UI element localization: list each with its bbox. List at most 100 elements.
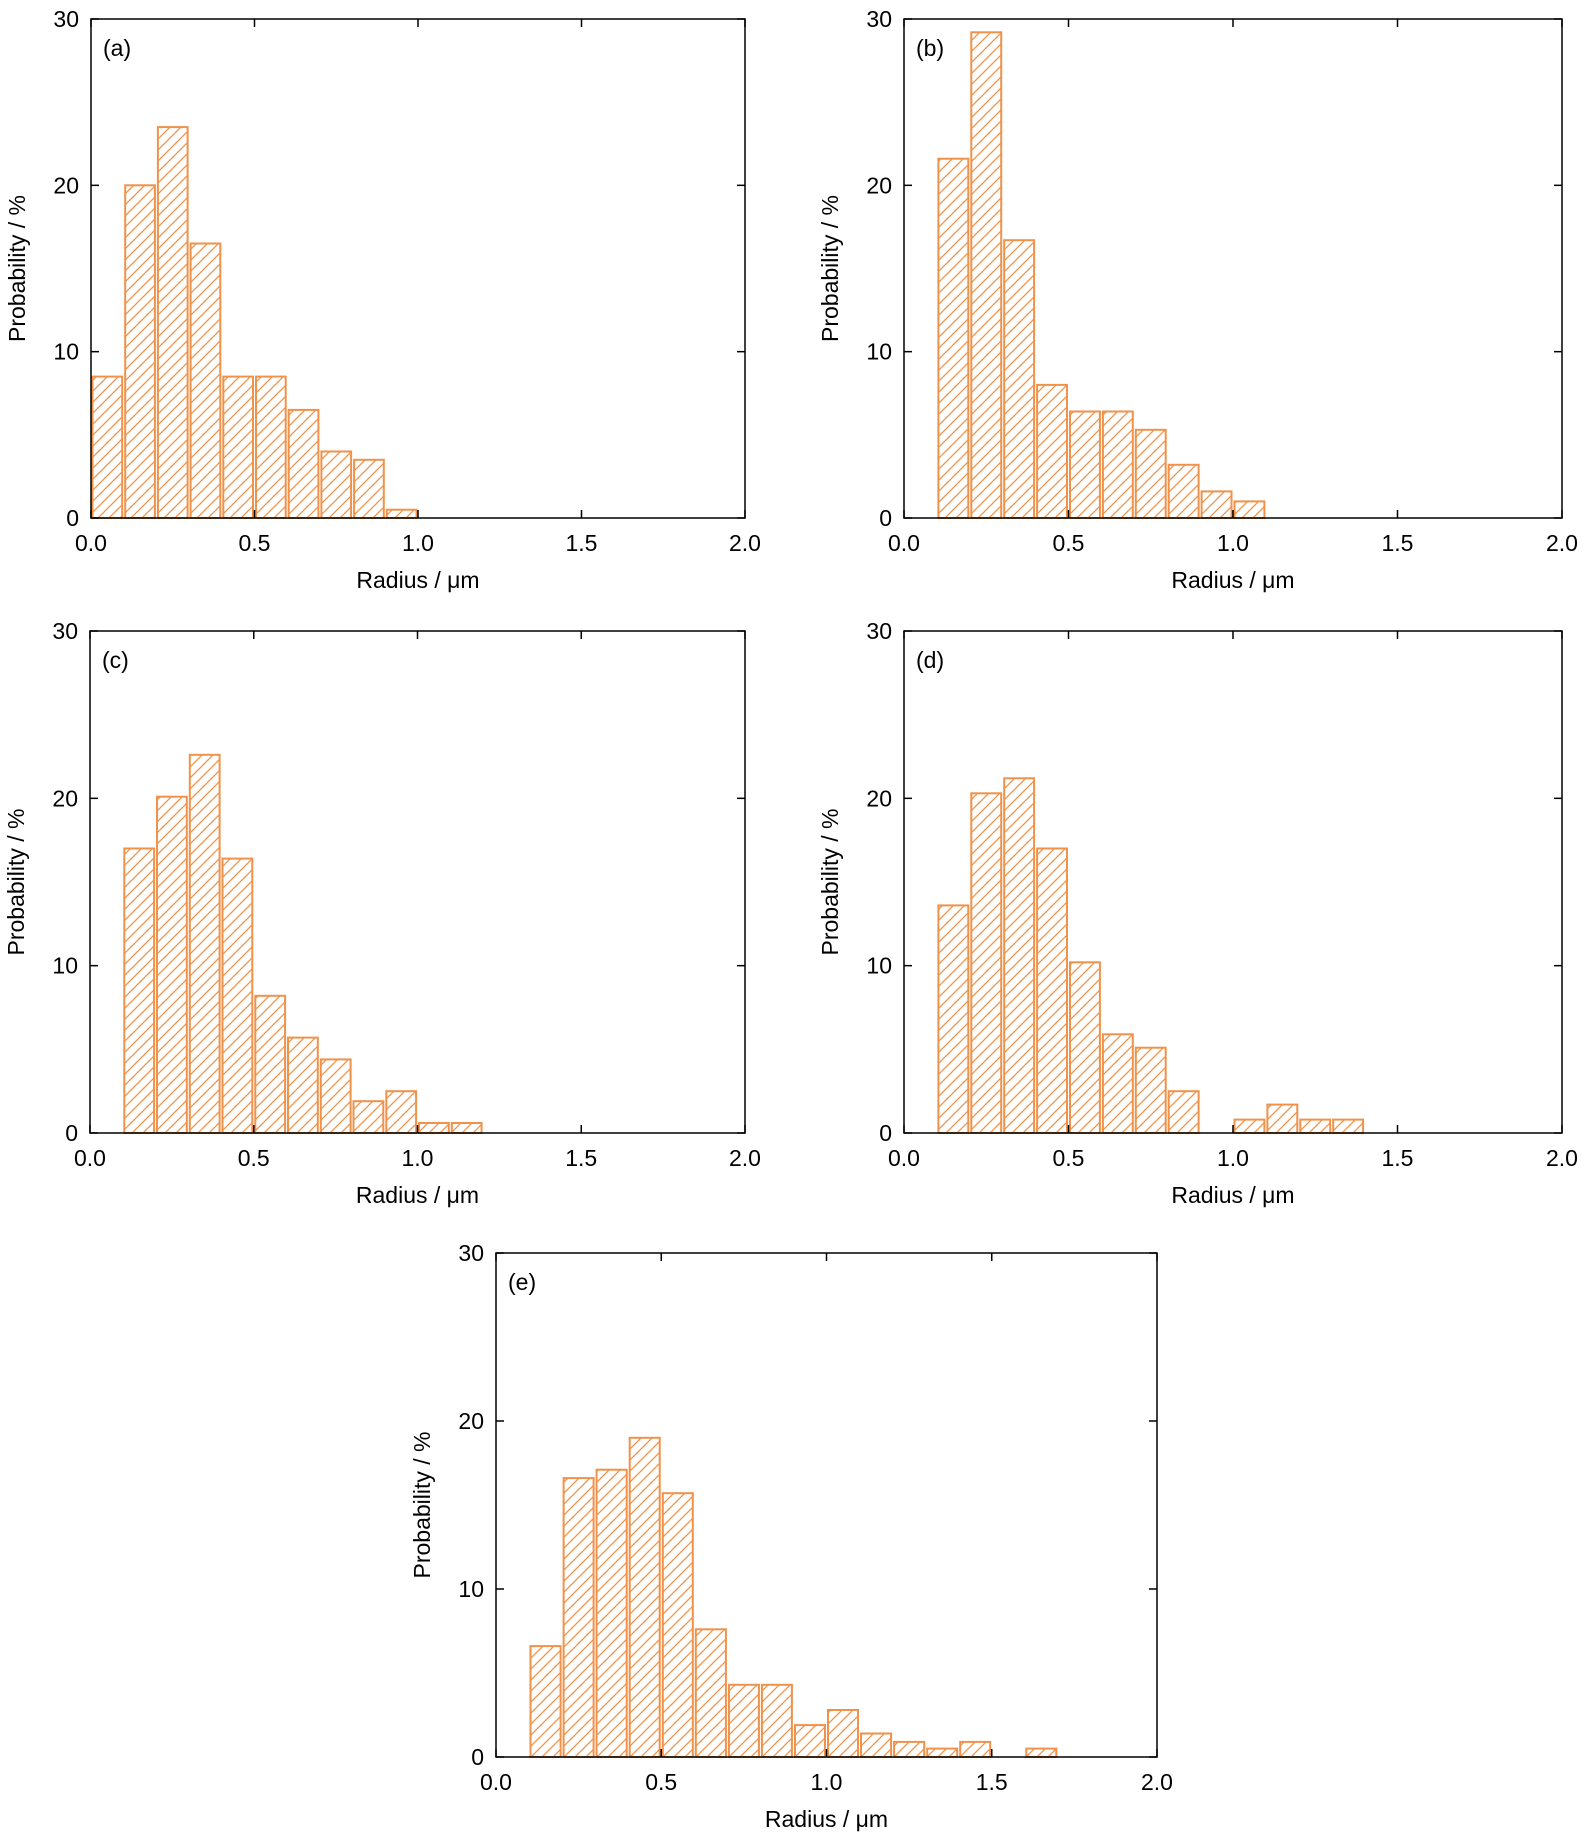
x-tick-label: 0.0 (888, 530, 920, 556)
chart-panel-c: 0.0 0.5 1.0 1.5 2.0 0 10 20 30 Radius / μm Probabi… (3, 618, 761, 1208)
x-tick-label: 1.5 (565, 1145, 597, 1171)
x-tick-label: 1.5 (1382, 530, 1414, 556)
x-tick-label: 0.5 (1053, 1145, 1085, 1171)
histogram-bar (562, 1477, 595, 1758)
x-tick-label: 1.0 (811, 1769, 843, 1795)
histogram-bar (124, 184, 156, 520)
panel-label: (d) (916, 647, 944, 673)
chart-panel-a: 0.0 0.5 1.0 1.5 2.0 0 10 20 30 Radius / μm Probabi… (4, 6, 761, 593)
panel-label: (c) (102, 647, 129, 673)
x-tick-label: 0.0 (74, 1145, 106, 1171)
histogram-bar (1101, 410, 1134, 519)
y-tick-label: 20 (866, 172, 892, 198)
panel-label: (a) (103, 35, 131, 61)
histogram-bar (1167, 463, 1200, 519)
histogram-bar (221, 857, 254, 1134)
x-tick-label: 2.0 (1546, 530, 1578, 556)
histogram-bar (385, 1090, 418, 1134)
histogram-bar (970, 792, 1003, 1134)
plot-frame (903, 630, 1563, 1134)
histogram-bar (287, 408, 320, 519)
histogram-bar (255, 375, 287, 519)
x-tick-label: 1.5 (566, 530, 598, 556)
x-tick-label: 0.0 (75, 530, 107, 556)
histogram-bar (1299, 1118, 1332, 1134)
x-tick-label: 2.0 (1546, 1145, 1578, 1171)
y-axis-label: Probability / % (817, 195, 843, 342)
histogram-bar (794, 1724, 826, 1758)
chart-panel-d: 0.0 0.5 1.0 1.5 2.0 0 10 20 30 Radius / μm Probabi… (817, 618, 1578, 1208)
x-tick-label: 2.0 (1141, 1769, 1173, 1795)
x-axis-label: Radius / μm (1171, 567, 1294, 593)
y-tick-label: 0 (66, 505, 79, 531)
histogram-bar (628, 1436, 661, 1759)
y-tick-label: 10 (866, 953, 892, 979)
y-tick-label: 0 (879, 505, 892, 531)
plot-frame (90, 18, 746, 519)
histogram-bar (352, 1100, 385, 1134)
plot-frame (903, 18, 1563, 519)
histogram-bar (760, 1683, 793, 1759)
y-tick-label: 30 (52, 618, 78, 644)
x-tick-label: 1.0 (1217, 530, 1249, 556)
histogram-bar (1332, 1118, 1365, 1134)
histogram-bar (926, 1747, 959, 1758)
y-axis-label: Probability / % (3, 808, 29, 955)
histogram-bar (418, 1122, 450, 1134)
histogram-bar (1134, 428, 1167, 519)
x-tick-label: 1.0 (1217, 1145, 1249, 1171)
histogram-bar (694, 1628, 727, 1759)
x-tick-label: 2.0 (729, 1145, 761, 1171)
y-tick-label: 10 (458, 1576, 484, 1602)
histogram-bar (970, 31, 1003, 520)
plot-frame (495, 1252, 1158, 1758)
histogram-bar (1003, 239, 1036, 519)
histogram-bar (595, 1468, 628, 1758)
histogram-bar (1167, 1090, 1200, 1134)
y-axis-label: Probability / % (4, 195, 30, 342)
y-tick-label: 20 (866, 785, 892, 811)
chart-panel-e: 0.0 0.5 1.0 1.5 2.0 0 10 20 30 Radius / μm Probabi… (409, 1240, 1173, 1832)
histogram-bar (827, 1709, 859, 1758)
plot-frame (89, 630, 746, 1134)
histogram-bar (1003, 777, 1036, 1134)
histogram-bar (937, 904, 970, 1135)
x-axis-label: Radius / μm (356, 1182, 479, 1208)
x-axis-label: Radius / μm (1171, 1182, 1294, 1208)
x-tick-label: 1.0 (402, 1145, 434, 1171)
y-axis-label: Probability / % (817, 808, 843, 955)
y-tick-label: 30 (866, 6, 892, 32)
chart-panel-b: 0.0 0.5 1.0 1.5 2.0 0 10 20 30 Radius / μm Probabi… (817, 6, 1578, 593)
histogram-bar (1134, 1046, 1167, 1134)
histogram-bar (222, 375, 255, 519)
histogram-bar (1069, 961, 1101, 1134)
x-tick-label: 0.5 (239, 530, 271, 556)
histogram-bar (727, 1683, 760, 1759)
histogram-bar (319, 1058, 352, 1135)
histogram-bar (529, 1645, 562, 1758)
y-tick-label: 0 (879, 1120, 892, 1146)
histogram-bar (320, 450, 353, 519)
panel-label: (e) (508, 1269, 536, 1295)
histogram-bar (1069, 410, 1101, 519)
histogram-bar (1233, 500, 1266, 519)
y-tick-label: 30 (866, 618, 892, 644)
x-tick-label: 0.0 (480, 1769, 512, 1795)
x-axis-label: Radius / μm (765, 1806, 888, 1832)
histogram-bar (1036, 847, 1068, 1134)
y-tick-label: 10 (52, 953, 78, 979)
histogram-bar (353, 458, 385, 519)
y-tick-label: 10 (53, 339, 79, 365)
histogram-bar (254, 994, 287, 1134)
y-tick-label: 20 (53, 172, 79, 198)
histogram-bar (1266, 1103, 1299, 1134)
histogram-bar (189, 242, 222, 519)
x-axis-label: Radius / μm (356, 567, 479, 593)
histogram-bar (1036, 383, 1068, 519)
x-tick-label: 1.5 (976, 1769, 1008, 1795)
y-tick-label: 20 (458, 1408, 484, 1434)
histogram-bar (287, 1036, 319, 1134)
histogram-bar (1233, 1118, 1266, 1134)
y-axis-label: Probability / % (409, 1431, 435, 1578)
